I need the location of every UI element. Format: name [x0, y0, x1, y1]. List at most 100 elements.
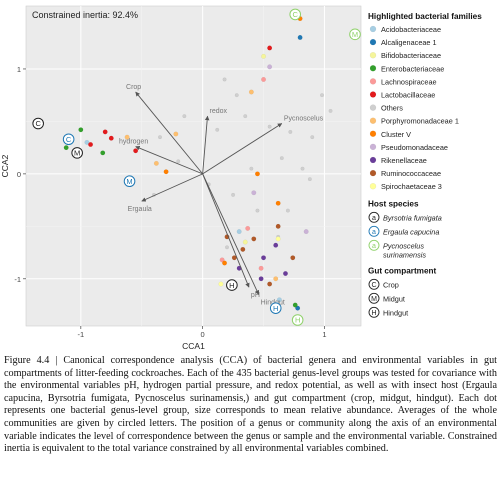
legend-swatch-5 — [369, 91, 377, 98]
legend-compartment-letter-0: C — [371, 282, 376, 289]
data-points — [63, 16, 333, 311]
legend-swatch-1 — [369, 38, 377, 46]
y-tick-label: 1 — [17, 65, 21, 74]
y-axis-label: CCA2 — [0, 154, 10, 177]
legend-family-2: Bifidobacteriaceae — [381, 51, 441, 60]
point-lachnospiraceae-0 — [245, 225, 251, 231]
point-spirochaetaceae--0 — [218, 281, 224, 287]
point-rikenellaceae-4 — [283, 271, 288, 276]
legend-family-10: Rikenellaceae — [381, 156, 427, 165]
legend-host-circle-2 — [368, 239, 380, 251]
grid-lines — [26, 6, 361, 326]
point-pseudomonadaceae-2 — [303, 229, 309, 235]
legend-family-5: Lactobacillaceae — [381, 91, 435, 100]
centroid-letter-2: M — [74, 149, 80, 158]
legend-swatch-11 — [369, 169, 377, 177]
point-others-11 — [279, 156, 284, 161]
point-ruminococcaceae-4 — [267, 281, 273, 287]
centroid-circle-8 — [291, 314, 304, 326]
arrow-label-hydrogen: hydrogen — [119, 139, 148, 146]
point-others-10 — [255, 208, 260, 213]
centroid-letter-5: C — [293, 10, 299, 19]
arrow-label-crop: Crop — [126, 84, 141, 91]
point-others-9 — [231, 192, 236, 197]
legend-swatch-3 — [369, 65, 377, 72]
legend-compartment-2: Hindgut — [383, 308, 408, 317]
x-axis-label: CCA1 — [182, 341, 205, 351]
point-others-2 — [234, 93, 239, 98]
point-lachnospiraceae-3 — [261, 76, 266, 82]
arrow-label-ergaula: Ergaula — [128, 206, 152, 213]
arrow-pycnoscelus — [202, 123, 283, 175]
legend-host-title: Host species — [368, 199, 419, 208]
arrow-hydrogen — [135, 146, 203, 175]
point-porphyromonadaceae--4 — [248, 89, 254, 95]
point-alcaligenaceae--1 — [295, 305, 301, 311]
centroid-letter-0: C — [35, 119, 41, 128]
centroid-circle-4 — [349, 28, 361, 41]
centroid-circle-5 — [289, 8, 302, 21]
point-others-22 — [285, 208, 290, 213]
figure-label: Figure 4.4 | — [4, 355, 58, 366]
legend-family-8: Cluster V — [381, 130, 411, 139]
legend-family-0: Acidobacteriaceae — [381, 25, 441, 34]
point-lactobacillaceae-1 — [88, 142, 94, 147]
legend-family-12: Spirochaetaceae 3 — [381, 182, 442, 191]
legend-families-title: Highlighted bacterial families — [368, 12, 482, 21]
centroid-circle-2 — [71, 147, 83, 159]
legend-compartment-title: Gut compartment — [368, 266, 437, 275]
axes: Constrained inertia: 92.4%-1 0 1-101CCA1CC… — [0, 10, 327, 351]
arrow-label-pycnoscelus: Pycnoscelus — [284, 116, 324, 123]
legend-swatch-9 — [369, 143, 377, 151]
legend-family-11: Ruminococcaceae — [381, 169, 441, 178]
point-porphyromonadaceae--0 — [124, 134, 130, 140]
cca-chart: CropredoxPycnoscelushydrogenErgaulapHHin… — [0, 5, 482, 351]
point-rikenellaceae-2 — [258, 276, 264, 282]
legend-compartment-0: Crop — [383, 280, 399, 289]
point-others-3 — [243, 114, 248, 119]
legend-swatch-0 — [369, 25, 377, 33]
point-lactobacillaceae-2 — [108, 135, 114, 141]
point-bifidobacteriaceae-1 — [242, 239, 248, 245]
legend-family-1: Alcaligenaceae 1 — [381, 38, 437, 47]
point-others-6 — [310, 135, 315, 140]
legend-compartment-letter-2: H — [371, 310, 376, 317]
point-alcaligenaceae--0 — [297, 35, 303, 40]
x-tick-label: -1 — [77, 330, 84, 339]
point-cluster-v-2 — [255, 171, 260, 177]
arrow-label-hindgut: Hindgut — [261, 300, 285, 307]
arrow-label-ph: pH — [251, 292, 260, 299]
x-tick-label: 1 — [322, 330, 326, 339]
y-tick-label: 0 — [17, 170, 21, 179]
point-porphyromonadaceae--2 — [153, 160, 159, 166]
legend-compartment-circle-0 — [368, 278, 380, 290]
legend-swatch-7 — [369, 117, 377, 124]
plot-panel — [25, 5, 362, 327]
legend-swatch-12 — [369, 183, 377, 190]
point-lactobacillaceae-4 — [133, 148, 139, 154]
legend-host-0: Byrsotria fumigata — [383, 213, 442, 222]
point-others-19 — [328, 108, 333, 113]
legend-family-3: Enterobacteriaceae — [381, 64, 444, 73]
arrow-label-redox: redox — [210, 108, 228, 115]
legend-host-circle-1 — [368, 225, 380, 237]
legend-compartment-1: Midgut — [383, 294, 405, 303]
arrow-ergaula — [141, 173, 203, 202]
point-acidobacteriaceae-2 — [236, 229, 242, 235]
point-lachnospiraceae-1 — [219, 257, 225, 263]
legend-host-letter-2: a — [372, 243, 376, 250]
point-others-4 — [267, 124, 272, 129]
point-lactobacillaceae-3 — [267, 45, 273, 51]
point-others-14 — [215, 127, 220, 132]
point-ruminococcaceae-2 — [251, 236, 257, 242]
point-ruminococcaceae-6 — [290, 255, 296, 261]
legend-host-1: Ergaula capucina — [383, 227, 439, 236]
arrow-redox — [202, 115, 210, 174]
figure-caption: Figure 4.4 | Canonical correspondence an… — [4, 355, 497, 456]
environmental-arrows: Crop redox Pycnoscelus hydrogen Ergaula pHHin… — [119, 84, 324, 306]
centroid-letter-4: M — [352, 30, 358, 39]
legend-swatch-6 — [369, 104, 377, 111]
legend-swatch-10 — [369, 156, 377, 164]
point-rikenellaceae-3 — [273, 242, 279, 248]
